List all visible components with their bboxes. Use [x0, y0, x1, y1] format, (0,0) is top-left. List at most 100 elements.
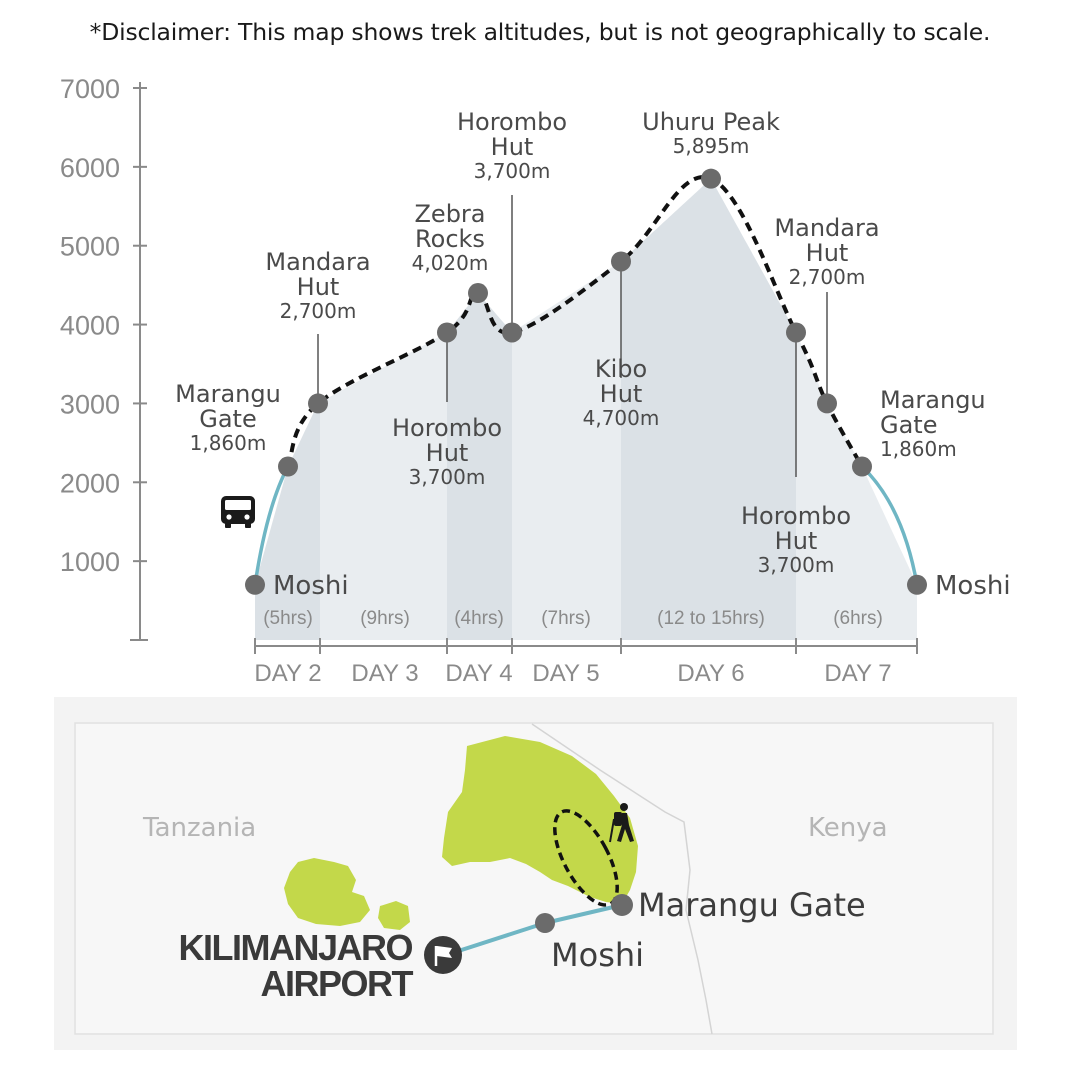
- route-map: Tanzania Kenya Marangu Gate Moshi KILIMA…: [54, 697, 1017, 1050]
- border-line: [531, 723, 713, 1035]
- stop-name-horombo-hut-down: Hut: [775, 527, 818, 555]
- country-label-kenya: Kenya: [808, 813, 888, 843]
- stop-altitude-horombo-hut-down: 3,700m: [758, 553, 835, 577]
- stop-name-moshi-start: Moshi: [273, 571, 349, 601]
- map-label-moshi: Moshi: [551, 936, 644, 974]
- stop-name-horombo-hut-up: Hut: [426, 439, 469, 467]
- stop-altitude-zebra-rocks: 4,020m: [412, 251, 489, 275]
- marangu-gate-marker: [611, 894, 633, 916]
- stop-altitude-horombo-hut-up: 3,700m: [409, 465, 486, 489]
- route-lines: [253, 175, 919, 586]
- stop-altitude-mandara-hut-up: 2,700m: [280, 299, 357, 323]
- day-fill-band: [796, 332, 917, 640]
- transfer-line-start: [253, 465, 290, 586]
- y-tick-label: 2000: [60, 468, 120, 498]
- map-label-airport: KILIMANJARO AIRPORT: [179, 927, 414, 1004]
- stop-altitude-horombo-hut-return: 3,700m: [474, 159, 551, 183]
- stop-altitude-uhuru-peak: 5,895m: [673, 134, 750, 158]
- stop-name-horombo-hut-up: Horombo: [392, 414, 502, 442]
- stop-name-horombo-hut-return: Hut: [491, 133, 534, 161]
- stop-marker-mandara-hut-up: [308, 393, 328, 414]
- y-tick-label: 6000: [60, 153, 120, 183]
- stop-markers: [245, 168, 927, 595]
- stop-name-kibo-hut: Kibo: [595, 355, 647, 383]
- transfer-route: [445, 921, 546, 957]
- stop-name-horombo-hut-return: Horombo: [457, 108, 567, 136]
- map-label-marangu-gate: Marangu Gate: [638, 886, 866, 924]
- transfer-line-end: [860, 465, 919, 586]
- duration-label: (12 to 15hrs): [657, 608, 765, 629]
- stop-marker-kibo-hut: [611, 251, 631, 272]
- stop-name-marangu-gate-end: Gate: [880, 411, 937, 439]
- stop-marker-uhuru-peak: [701, 168, 721, 189]
- leader-lines: [317, 195, 828, 477]
- stop-name-uhuru-peak: Uhuru Peak: [642, 108, 780, 136]
- day-fill-band: [512, 261, 621, 640]
- stop-name-marangu-gate-end: Marangu: [880, 386, 986, 414]
- day-fill-band: [447, 294, 512, 640]
- stop-name-marangu-gate-start: Gate: [199, 405, 256, 433]
- hiker-icon: [609, 803, 634, 843]
- meru-land-small: [378, 901, 410, 930]
- stop-altitude-kibo-hut: 4,700m: [583, 406, 660, 430]
- airport-line-1: KILIMANJARO: [179, 927, 413, 968]
- stop-marker-marangu-gate-start: [278, 456, 298, 477]
- day-label: DAY 7: [824, 660, 891, 687]
- bus-icon: [221, 496, 255, 528]
- stop-marker-horombo-hut-up: [437, 322, 457, 343]
- profile-fills: [255, 178, 917, 640]
- duration-label: (6hrs): [833, 608, 883, 629]
- stop-name-zebra-rocks: Rocks: [415, 225, 485, 253]
- duration-label: (4hrs): [454, 608, 504, 629]
- moshi-marker: [535, 913, 555, 933]
- kilimanjaro-land: [442, 736, 638, 904]
- trek-line: [286, 175, 864, 468]
- stop-name-zebra-rocks: Zebra: [414, 200, 485, 228]
- disclaimer: *Disclaimer: This map shows trek altitud…: [89, 18, 991, 46]
- day-fill-band: [621, 178, 796, 640]
- day-label: DAY 6: [677, 660, 744, 687]
- y-tick-label: 4000: [60, 311, 120, 341]
- stop-altitude-marangu-gate-start: 1,860m: [190, 431, 267, 455]
- stop-labels: MoshiMaranguGate1,860mMandaraHut2,700mHo…: [175, 108, 1010, 601]
- stop-marker-mandara-hut-down: [817, 393, 837, 414]
- day-fill-band: [320, 332, 447, 640]
- stop-name-mandara-hut-down: Mandara: [774, 214, 879, 242]
- duration-label: (5hrs): [263, 608, 313, 629]
- stop-name-mandara-hut-down: Hut: [806, 239, 849, 267]
- day-fill-band: [255, 402, 320, 640]
- day-label: DAY 2: [254, 660, 321, 687]
- map-inner-panel: [74, 722, 994, 1035]
- duration-label: (9hrs): [360, 608, 410, 629]
- stop-marker-moshi-start: [245, 574, 265, 595]
- y-tick-label: 1000: [60, 547, 120, 577]
- summit-route-loop: [553, 809, 619, 907]
- day-label: DAY 4: [445, 660, 512, 687]
- stop-marker-horombo-hut-return: [502, 322, 522, 343]
- y-axis: 7000 6000 5000 4000 3000 2000 1000: [60, 74, 148, 641]
- stop-name-kibo-hut: Hut: [600, 380, 643, 408]
- stop-name-mandara-hut-up: Mandara: [265, 248, 370, 276]
- y-tick-label: 5000: [60, 232, 120, 262]
- duration-label: (7hrs): [541, 608, 591, 629]
- country-label-tanzania: Tanzania: [142, 813, 256, 843]
- stop-marker-zebra-rocks: [468, 283, 488, 304]
- stop-name-moshi-end: Moshi: [935, 571, 1011, 601]
- day-label: DAY 3: [351, 660, 418, 687]
- stop-marker-moshi-end: [907, 574, 927, 595]
- day-label: DAY 5: [532, 660, 599, 687]
- x-axis: (5hrs) DAY 2 (9hrs) DAY 3 (4hrs) DAY 4 (7hrs) D…: [254, 608, 918, 687]
- meru-land: [284, 858, 370, 926]
- y-tick-label: 7000: [60, 74, 120, 104]
- stop-name-horombo-hut-down: Horombo: [741, 502, 851, 530]
- stop-altitude-mandara-hut-down: 2,700m: [789, 265, 866, 289]
- y-tick-label: 3000: [60, 389, 120, 419]
- airport-line-2: AIRPORT: [261, 963, 414, 1004]
- stop-marker-marangu-gate-end: [852, 456, 872, 477]
- stop-marker-horombo-hut-down: [786, 322, 806, 343]
- stop-name-mandara-hut-up: Hut: [297, 273, 340, 301]
- flag-icon: [424, 936, 462, 974]
- stop-name-marangu-gate-start: Marangu: [175, 380, 281, 408]
- stop-altitude-marangu-gate-end: 1,860m: [880, 437, 957, 461]
